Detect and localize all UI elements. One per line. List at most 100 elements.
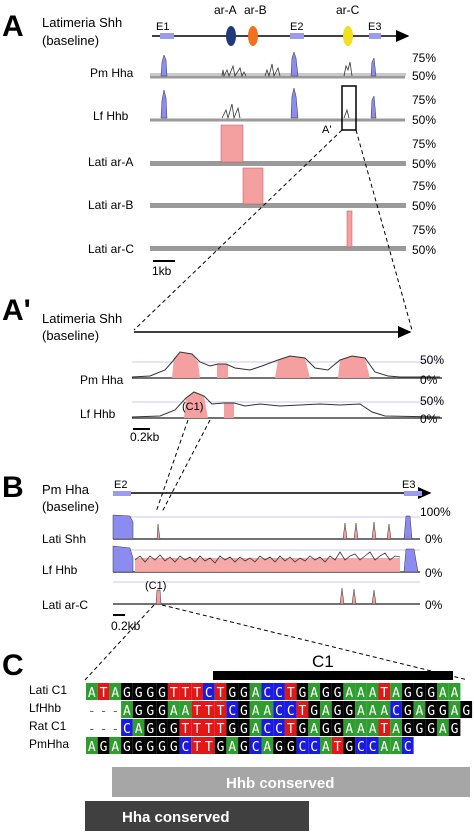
base-cell <box>331 719 344 736</box>
base-letter: C <box>369 740 377 755</box>
base-cell <box>308 719 320 736</box>
peak-c1 <box>156 523 161 540</box>
base-letter: A <box>357 704 365 719</box>
conserved-region <box>184 392 208 418</box>
exon-e2-label: E2 <box>114 479 127 491</box>
base-letter: A <box>310 686 318 701</box>
zoom-line-right <box>161 419 211 513</box>
base-letter: G <box>427 722 435 737</box>
base-letter: C <box>392 704 400 719</box>
base-letter: G <box>427 686 435 701</box>
base-cell <box>273 737 285 754</box>
base-cell <box>378 719 391 736</box>
base-letter: A <box>380 740 388 755</box>
base-letter: A <box>88 740 96 755</box>
annotation-c1: (C1) <box>145 580 166 592</box>
base-letter: T <box>193 722 201 737</box>
base-letter: T <box>217 686 225 701</box>
hhb-conserved-label: Hhb conserved <box>226 775 334 792</box>
track-label: Lati Shh <box>42 532 86 546</box>
seq-row-label: LfHhb <box>29 701 61 715</box>
base-cell <box>203 701 215 718</box>
base-cell <box>156 701 168 718</box>
base-letter: A <box>345 722 353 737</box>
base-cell <box>284 737 297 754</box>
peak-e3 <box>370 95 377 119</box>
base-cell <box>249 701 262 718</box>
base-cell <box>296 683 309 700</box>
base-letter: A <box>263 704 271 719</box>
pct-0: 0% <box>420 373 438 387</box>
base-letter: A <box>111 740 119 755</box>
pct-50: 50% <box>412 69 436 83</box>
panel-a-prime: A' Latimeria Shh (baseline) Pm Hha 50% 0… <box>2 294 444 444</box>
peak-e1 <box>160 54 168 77</box>
base-cell <box>320 737 332 754</box>
base-letter: A <box>451 686 459 701</box>
panel-c-letter: C <box>2 649 24 682</box>
pct-50: 50% <box>420 353 444 367</box>
base-cell <box>86 683 98 700</box>
base-cell <box>179 719 192 736</box>
base-cell <box>343 737 356 754</box>
base-letter: G <box>158 686 166 701</box>
base-letter: C <box>263 722 271 737</box>
base-letter: G <box>100 740 108 755</box>
base-letter: G <box>287 740 295 755</box>
base-cell <box>226 737 239 754</box>
base-letter: T <box>193 686 201 701</box>
base-cell <box>401 719 414 736</box>
conserved-region-ar-b <box>242 167 264 205</box>
base-letter: C <box>263 686 271 701</box>
peak <box>371 521 377 540</box>
base-letter: T <box>299 704 307 719</box>
pct-75: 75% <box>412 223 436 237</box>
base-cell <box>448 683 461 700</box>
base-cell <box>355 719 367 736</box>
track-aprime-lf-hhb: Lf Hhb (C1) 50% 0% <box>80 391 444 426</box>
zoom-line-right <box>161 604 469 681</box>
base-cell <box>191 719 203 736</box>
panel-b: B Pm Hha (baseline) E2 E3 Lati Shh 100% … <box>2 471 451 633</box>
seq-row-label: Lati C1 <box>29 683 67 697</box>
base-cell <box>144 701 157 718</box>
base-cell <box>355 683 367 700</box>
base-letter: T <box>287 722 295 737</box>
exon-e3-label: E3 <box>368 21 381 33</box>
base-cell <box>121 737 133 754</box>
conserved-region <box>275 356 310 378</box>
base-cell <box>448 701 461 718</box>
base-cell <box>132 737 145 754</box>
zoom-line-left <box>84 604 155 681</box>
annotation-c1: (C1) <box>182 401 203 413</box>
zoom-line-left <box>133 129 343 331</box>
base-cell <box>167 719 180 736</box>
base-cell <box>331 683 344 700</box>
base-letter: T <box>217 722 225 737</box>
track-a-pm-hha: Pm Hha 75% 50% <box>90 51 436 83</box>
base-letter: A <box>123 704 131 719</box>
base-letter: A <box>345 686 353 701</box>
base-cell <box>86 737 98 754</box>
base-letter: A <box>380 704 388 719</box>
peak-e1 <box>160 89 168 119</box>
base-letter: A <box>111 686 119 701</box>
seq-row-label: Rat C1 <box>29 719 67 733</box>
pct-50: 50% <box>420 394 444 408</box>
base-letter: G <box>146 704 154 719</box>
peak-minor-cluster <box>221 64 247 78</box>
conserved-region <box>217 364 228 378</box>
zoom-line-right <box>355 129 413 331</box>
exon-e3 <box>404 491 422 496</box>
peak-e3 <box>403 515 413 540</box>
base-letter: G <box>334 704 342 719</box>
base-letter: G <box>135 740 143 755</box>
base-letter: G <box>416 722 424 737</box>
track-a-lati-ar-a: Lati ar-A 75% 50% <box>88 124 436 171</box>
base-letter: C <box>228 704 236 719</box>
base-letter: - <box>88 722 96 737</box>
base-letter: G <box>135 686 143 701</box>
base-letter: A <box>369 722 377 737</box>
base-cell <box>156 683 168 700</box>
